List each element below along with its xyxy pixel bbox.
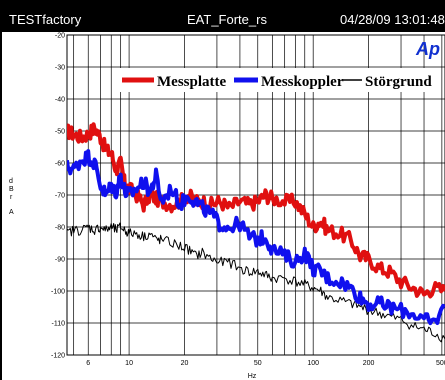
header-right: 04/28/09 13:01:48: [340, 12, 445, 27]
ap-logo: Ap: [415, 39, 440, 59]
header-left: TESTfactory: [9, 12, 82, 27]
legend: Messplatte Messkoppler Störgrund: [118, 68, 432, 92]
series-messkoppler: [67, 149, 445, 326]
legend-label-messplatte: Messplatte: [157, 74, 226, 90]
y-tick-label: -20: [55, 33, 65, 40]
x-tick-label: 50: [254, 360, 262, 367]
y-tick-label: -70: [55, 193, 65, 200]
y-tick-label: -60: [55, 161, 65, 168]
header-center: EAT_Forte_rs: [187, 12, 267, 27]
legend-box: [118, 68, 428, 92]
grid: [67, 34, 445, 356]
legend-label-messkoppler: Messkoppler: [261, 74, 344, 90]
x-axis-label: Hz: [248, 373, 257, 380]
x-tick-labels: 6 10 20 50 100 200 500: [86, 360, 445, 367]
x-tick-label: 6: [86, 360, 90, 367]
y-unit-d: d: [9, 178, 13, 185]
y-tick-label: -50: [55, 129, 65, 136]
x-tick-label: 20: [181, 360, 189, 367]
series-group: [67, 122, 445, 343]
y-unit-b: B: [9, 186, 14, 193]
series-storgrund: [67, 222, 445, 343]
x-tick-label: 10: [125, 360, 133, 367]
y-tick-label: -110: [52, 321, 66, 328]
y-tick-label: -100: [51, 289, 65, 296]
y-tick-label: -40: [55, 97, 65, 104]
y-tick-labels: -20 -30 -40 -50 -60 -70 -80 -90 -100 -110 -120: [51, 33, 65, 360]
y-unit-a: A: [9, 209, 14, 216]
y-unit-r: r: [10, 194, 13, 201]
x-tick-label: 100: [307, 360, 319, 367]
x-tick-label: 500: [436, 360, 445, 367]
series-messplatte: [67, 122, 445, 299]
x-tick-label: 200: [363, 360, 375, 367]
y-tick-label: -30: [55, 65, 65, 72]
y-tick-label: -120: [51, 353, 65, 360]
y-tick-label: -80: [55, 225, 65, 232]
y-tick-label: -90: [55, 257, 65, 264]
legend-label-storgrund: Störgrund: [365, 74, 432, 90]
